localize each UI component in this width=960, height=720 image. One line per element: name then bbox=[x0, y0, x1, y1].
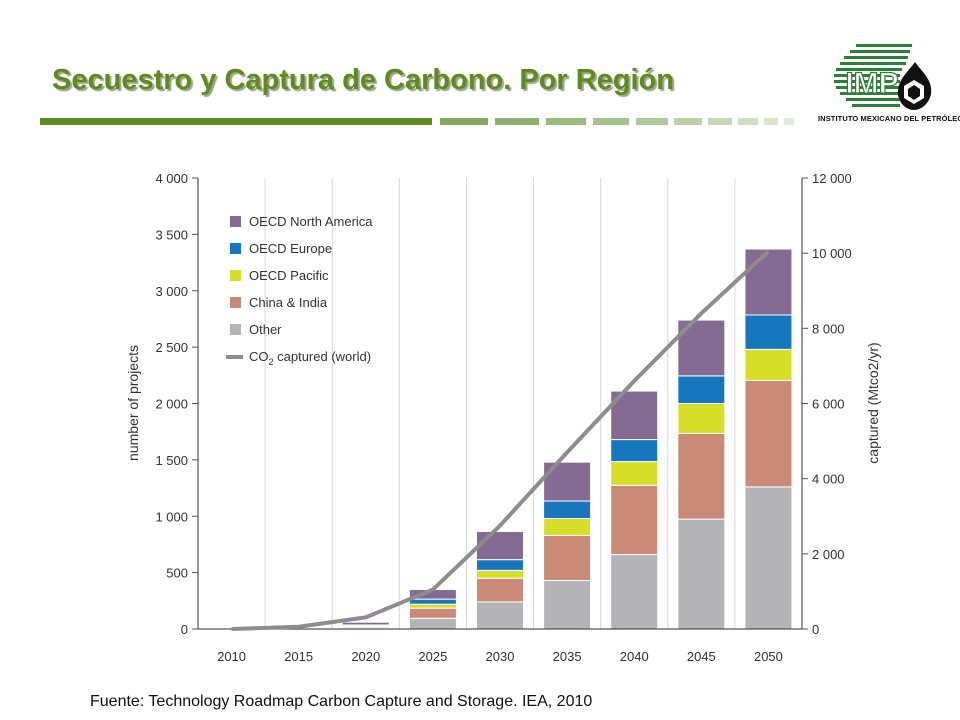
legend-swatch bbox=[230, 297, 241, 308]
legend-swatch bbox=[230, 270, 241, 281]
bar-segment bbox=[543, 534, 592, 582]
co2-captured-line bbox=[231, 249, 770, 631]
x-tick-label: 2015 bbox=[284, 649, 313, 664]
y2-axis-label: captured (Mtco2/yr) bbox=[865, 342, 881, 463]
right-axis-ticks: 0 2 000 4 000 6 000 8 000 10 000 12 000 bbox=[802, 171, 852, 637]
x-tick-label: 2045 bbox=[687, 649, 716, 664]
slide-title: Secuestro y Captura de Carbono. Por Regi… bbox=[52, 64, 674, 96]
y-tick-label: 3 500 bbox=[155, 227, 188, 242]
bar-segment bbox=[408, 617, 457, 630]
chart-bars bbox=[274, 248, 793, 630]
x-tick-label: 2050 bbox=[754, 649, 783, 664]
bar-segment bbox=[341, 621, 390, 626]
bar-segment bbox=[677, 375, 726, 405]
bar-segment bbox=[744, 486, 793, 630]
bar-segment bbox=[610, 554, 659, 630]
bar-segment bbox=[476, 559, 524, 571]
y-tick-label: 0 bbox=[181, 622, 188, 637]
y-tick-label: 2 500 bbox=[155, 340, 188, 355]
co2-line-layer bbox=[231, 249, 770, 631]
bar-segment bbox=[744, 379, 793, 488]
bar-segment bbox=[610, 461, 659, 486]
y2-tick-label: 12 000 bbox=[812, 171, 852, 186]
x-tick-label: 2010 bbox=[217, 649, 246, 664]
y-tick-label: 4 000 bbox=[155, 171, 188, 186]
bar-segment bbox=[543, 518, 592, 536]
legend-label: CO2 captured (world) bbox=[249, 349, 371, 367]
underline-dash bbox=[738, 118, 758, 125]
legend-label: OECD Europe bbox=[249, 241, 332, 256]
underline-solid-segment bbox=[40, 118, 432, 125]
bar-segment bbox=[543, 580, 592, 630]
bar-segment bbox=[677, 432, 726, 520]
bar-segment bbox=[744, 314, 793, 350]
underline-dash bbox=[674, 118, 702, 125]
left-axis-ticks: 0 500 1 000 1 500 2 000 2 500 3 000 3 500 4 000 bbox=[155, 171, 198, 637]
legend-label-subscript: 2 bbox=[269, 357, 274, 367]
underline-dash bbox=[546, 118, 586, 125]
legend-label: China & India bbox=[249, 295, 328, 310]
chart-grid bbox=[264, 178, 736, 629]
x-tick-label: 2035 bbox=[553, 649, 582, 664]
imp-logo: IMP bbox=[834, 44, 932, 110]
bar-segment bbox=[610, 439, 659, 463]
y-tick-label: 3 000 bbox=[155, 284, 188, 299]
hexagon-drop-icon bbox=[897, 62, 932, 110]
x-tick-label: 2030 bbox=[486, 649, 515, 664]
underline-dash bbox=[636, 118, 668, 125]
bar-segment bbox=[543, 500, 592, 520]
legend-label: OECD Pacific bbox=[249, 268, 329, 283]
logo-caption: INSTITUTO MEXICANO DEL PETRÓLEO bbox=[818, 114, 960, 123]
y2-tick-label: 10 000 bbox=[812, 246, 852, 261]
chart-legend: OECD North America OECD Europe OECD Pacifi… bbox=[226, 214, 373, 367]
bar-segment bbox=[476, 577, 524, 603]
x-tick-label: 2025 bbox=[418, 649, 447, 664]
underline-dash bbox=[593, 118, 629, 125]
legend-label-part: captured (world) bbox=[274, 349, 372, 364]
title-underline bbox=[40, 118, 794, 125]
y-tick-label: 500 bbox=[166, 566, 188, 581]
legend-swatch bbox=[230, 243, 241, 254]
bar-segment bbox=[744, 248, 793, 316]
x-axis-ticks: 2010 2015 2020 2025 2030 2035 2040 2045 2050 bbox=[217, 649, 783, 664]
legend-swatch bbox=[230, 324, 241, 335]
bar-segment bbox=[677, 518, 726, 630]
legend-swatch bbox=[230, 216, 241, 227]
legend-label: OECD North America bbox=[249, 214, 373, 229]
x-tick-label: 2040 bbox=[620, 649, 649, 664]
bar-segment bbox=[408, 607, 457, 619]
underline-dash bbox=[784, 118, 794, 125]
bar-segment bbox=[408, 603, 457, 609]
y2-tick-label: 0 bbox=[812, 622, 819, 637]
y2-tick-label: 6 000 bbox=[812, 397, 845, 412]
underline-dash bbox=[708, 118, 732, 125]
y2-tick-label: 8 000 bbox=[812, 321, 845, 336]
underline-dash bbox=[495, 118, 539, 125]
bar-segment bbox=[476, 530, 524, 561]
logo-mark: IMP bbox=[845, 67, 898, 100]
bar-segment bbox=[476, 569, 524, 579]
legend-label: Other bbox=[249, 322, 282, 337]
y2-tick-label: 4 000 bbox=[812, 472, 845, 487]
y-tick-label: 1 000 bbox=[155, 509, 188, 524]
source-caption: Fuente: Technology Roadmap Carbon Captur… bbox=[90, 693, 593, 710]
bar-segment bbox=[744, 348, 793, 381]
y-axis-label: number of projects bbox=[125, 345, 141, 461]
x-tick-label: 2020 bbox=[351, 649, 380, 664]
bar-segment bbox=[408, 598, 457, 605]
underline-dash bbox=[440, 118, 488, 125]
logo-stripes bbox=[834, 44, 912, 107]
bar-segment bbox=[677, 403, 726, 434]
bar-segment bbox=[610, 484, 659, 556]
y2-tick-label: 2 000 bbox=[812, 547, 845, 562]
y-tick-label: 2 000 bbox=[155, 397, 188, 412]
legend-label-part: CO bbox=[249, 349, 269, 364]
y-tick-label: 1 500 bbox=[155, 453, 188, 468]
bar-segment bbox=[476, 601, 524, 630]
underline-dash bbox=[764, 118, 778, 125]
